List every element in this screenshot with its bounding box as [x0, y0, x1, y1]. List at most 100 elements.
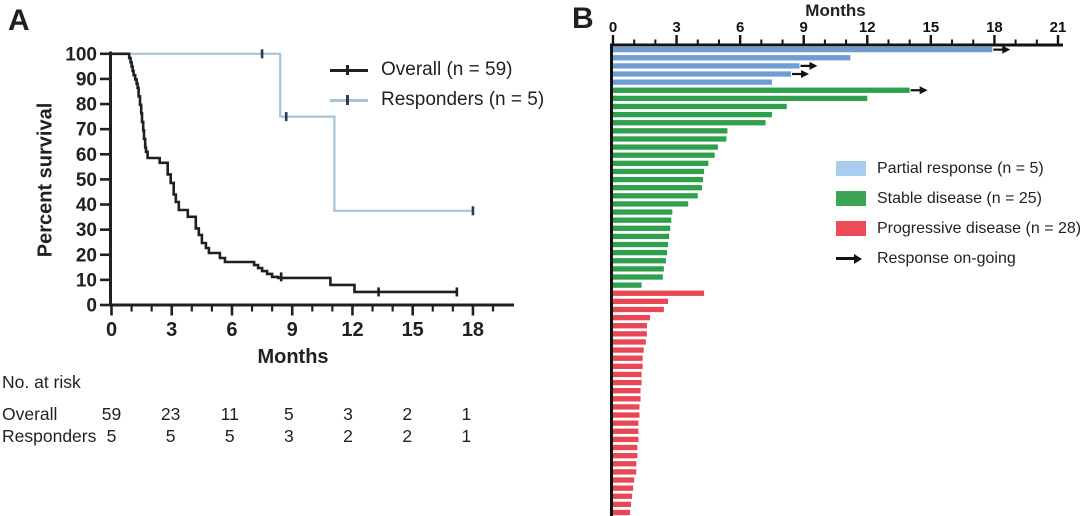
risk-value: 3: [284, 426, 294, 446]
legend-label-partial-response: Partial response (n = 5): [877, 159, 1044, 177]
swimmer-bar: [613, 258, 666, 264]
risk-value: 2: [402, 404, 413, 424]
swimmer-bar: [613, 347, 644, 353]
legend-label-progressive-disease: Progressive disease (n = 28): [877, 219, 1080, 237]
swimmer-bar: [613, 103, 787, 110]
x-tick-label: 15: [402, 319, 424, 341]
risk-value: 5: [284, 404, 294, 424]
x-tick-label: 12: [341, 319, 363, 341]
risk-value: 11: [220, 404, 239, 424]
swimmer-bar: [613, 461, 637, 467]
legend-row-ongoing: Response on-going: [836, 250, 1080, 267]
km-legend: Overall (n = 59) Responders (n = 5): [330, 57, 544, 117]
swimmer-bar: [613, 120, 766, 126]
ongoing-arrow-head: [1002, 45, 1011, 54]
x-tick-label: 6: [226, 319, 237, 341]
km-legend-label-overall: Overall (n = 59): [381, 59, 513, 80]
swimmer-bar: [613, 152, 715, 158]
swimmer-bar: [613, 428, 639, 434]
risk-value: 1: [461, 404, 472, 424]
panel-b-letter: B: [572, 2, 594, 35]
legend-row-partial-response: Partial response (n = 5): [836, 160, 1080, 177]
ongoing-arrow-head: [919, 86, 928, 95]
panel-a-letter: A: [8, 4, 30, 37]
y-tick-label: 60: [76, 145, 97, 166]
risk-row-label-responders: Responders: [2, 426, 97, 446]
swimmer-x-tick-label: 3: [672, 19, 680, 36]
swimmer-bar: [613, 136, 727, 142]
swimmer-bar: [613, 420, 639, 426]
swimmer-x-tick-label: 12: [859, 19, 876, 36]
swimmer-bar: [613, 444, 638, 451]
swimmer-bar: [613, 274, 663, 280]
km-survival-chart: 0 10 20 30 40 50 60 70 80 90 100 0 3 6 9 12 15 18: [65, 44, 514, 341]
risk-value: 5: [165, 426, 176, 446]
swimmer-x-tick-label: 0: [609, 19, 617, 36]
swimmer-bar: [613, 485, 634, 491]
censor-tick-icon: [346, 65, 349, 75]
swimmer-legend: Partial response (n = 5) Stable disease …: [836, 160, 1080, 280]
stable-disease-swatch: [836, 191, 866, 206]
swimmer-x-tick-label: 15: [923, 19, 940, 36]
y-tick-label: 50: [76, 170, 97, 191]
swimmer-bar: [613, 160, 709, 166]
swimmer-bar: [613, 250, 668, 256]
ongoing-arrow-head: [809, 61, 818, 70]
risk-value: 2: [402, 426, 413, 446]
risk-value: 23: [160, 404, 181, 424]
swimmer-x-tick-label: 6: [736, 19, 744, 36]
swimmer-bar: [613, 412, 640, 418]
swimmer-bar: [613, 111, 772, 118]
swimmer-bar: [613, 63, 800, 69]
swimmer-bar: [613, 355, 643, 361]
swimmer-bar: [613, 388, 641, 394]
swimmer-bar: [613, 290, 705, 296]
y-tick-label: 70: [76, 120, 97, 141]
risk-value: 59: [101, 404, 122, 424]
swimmer-bar: [613, 168, 705, 175]
swimmer-bar: [613, 396, 641, 402]
ongoing-arrow-head: [800, 70, 809, 79]
risk-value: 3: [343, 404, 353, 424]
x-axis-label: Months: [257, 346, 329, 368]
y-tick-label: 10: [76, 270, 97, 291]
x-tick-label: 18: [462, 319, 484, 341]
swimmer-bar: [613, 282, 642, 288]
swimmer-bar: [613, 47, 993, 53]
y-tick-label: 100: [65, 44, 97, 65]
legend-label-stable-disease: Stable disease (n = 25): [877, 189, 1042, 207]
swimmer-bar: [613, 453, 638, 459]
y-tick-label: 30: [76, 220, 97, 241]
swimmer-axis-title: Months: [805, 1, 866, 20]
swimmer-bar: [613, 509, 630, 516]
legend-row-progressive-disease: Progressive disease (n = 28): [836, 220, 1080, 237]
responders-line-symbol: [330, 95, 368, 105]
swimmer-bar: [613, 404, 640, 410]
y-tick-label: 90: [76, 69, 97, 90]
swimmer-x-tick-label: 21: [1050, 19, 1067, 36]
swimmer-bar: [613, 241, 669, 248]
swimmer-bar: [613, 477, 635, 483]
swimmer-plot-chart: 0 3 6 9 12 15 18 21: [609, 19, 1067, 516]
swimmer-x-tick-label: 9: [800, 19, 808, 36]
km-step-line: [111, 52, 473, 212]
risk-value: 1: [461, 426, 472, 446]
swimmer-bar: [613, 339, 646, 345]
swimmer-bar: [613, 298, 669, 305]
swimmer-bar: [613, 128, 728, 134]
swimmer-bar: [613, 233, 670, 240]
legend-label-ongoing: Response on-going: [877, 249, 1016, 267]
risk-table-title: No. at risk: [2, 372, 81, 392]
swimmer-bar: [613, 314, 651, 321]
swimmer-bar: [613, 306, 664, 313]
swimmer-x-tick-label: 18: [986, 19, 1003, 36]
swimmer-bar: [613, 87, 910, 93]
swimmer-bar: [613, 217, 672, 223]
swimmer-bar: [613, 55, 851, 61]
km-legend-label-responders: Responders (n = 5): [381, 89, 545, 110]
y-tick-label: 20: [76, 245, 97, 266]
km-legend-row-overall: Overall (n = 59): [330, 57, 544, 83]
swimmer-bar: [613, 225, 671, 231]
risk-row-label-overall: Overall: [2, 404, 58, 424]
progressive-disease-swatch: [836, 221, 866, 236]
